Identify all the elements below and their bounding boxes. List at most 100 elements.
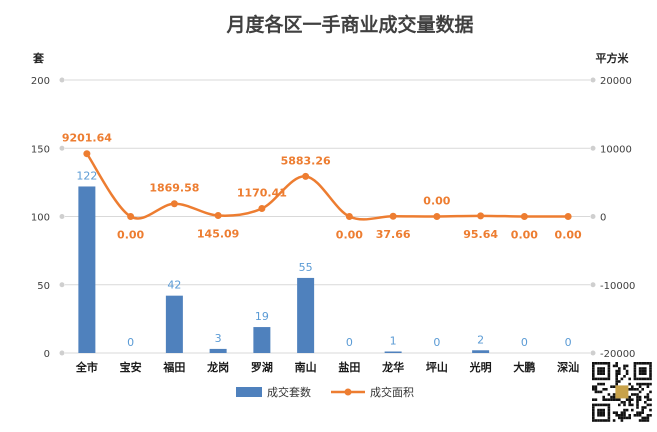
qr-module (599, 419, 603, 422)
qr-module (607, 419, 611, 422)
qr-module (597, 403, 600, 407)
qr-module (646, 385, 650, 388)
qr-module (607, 414, 611, 417)
qr-module (623, 408, 626, 412)
qr-module (638, 411, 642, 414)
qr-module (633, 369, 637, 373)
qr-module (592, 375, 595, 378)
qr-module (623, 403, 626, 407)
line-point (389, 212, 397, 220)
line-point (433, 213, 441, 220)
qr-module (615, 398, 618, 401)
qr-module (597, 362, 600, 365)
qr-module (607, 411, 611, 414)
qr-module (597, 367, 600, 370)
qr-module (599, 369, 603, 373)
qr-module (605, 419, 608, 422)
qr-module (638, 377, 642, 381)
category-label: 龙华 (381, 360, 404, 374)
qr-module (625, 369, 629, 373)
qr-module (605, 398, 608, 401)
qr-module (620, 416, 624, 420)
qr-module (636, 411, 639, 414)
qr-module (638, 382, 642, 386)
qr-module (594, 419, 598, 422)
qr-module (623, 401, 626, 404)
legend-bar-swatch (236, 387, 262, 397)
qr-module (594, 385, 598, 388)
qr-module (605, 388, 608, 391)
qr-module (631, 388, 634, 391)
qr-module (646, 395, 650, 399)
qr-module (605, 377, 608, 381)
category-label: 光明 (469, 360, 492, 374)
qr-module (641, 377, 644, 381)
right-tick-label: -20000 (600, 349, 635, 360)
left-tick-marker (59, 282, 65, 288)
qr-module (618, 416, 621, 420)
qr-module (592, 367, 595, 370)
qr-module (633, 367, 637, 370)
qr-module (607, 375, 611, 378)
qr-module (649, 403, 652, 407)
qr-module (599, 403, 603, 407)
qr-module (633, 364, 637, 368)
qr-module (618, 367, 621, 370)
qr-module (615, 380, 618, 383)
qr-module (649, 390, 652, 394)
qr-module (641, 372, 644, 375)
qr-module (592, 388, 595, 391)
line-data-label: 9201.64 (62, 132, 112, 145)
right-tick-label: 0 (600, 213, 606, 224)
left-tick-label: 150 (31, 144, 50, 155)
qr-module (644, 395, 647, 399)
right-tick-label: 10000 (600, 144, 632, 155)
qr-module (636, 414, 639, 417)
qr-module (641, 362, 644, 365)
qr-module (646, 393, 650, 396)
qr-module (615, 369, 618, 373)
category-label: 深汕 (557, 360, 579, 374)
bar-data-label: 0 (521, 336, 528, 349)
qr-module (607, 403, 611, 407)
qr-module (638, 367, 642, 370)
qr-module (628, 403, 631, 407)
qr-module (602, 403, 605, 407)
qr-module (636, 406, 639, 409)
qr-module (649, 362, 652, 365)
qr-module (615, 364, 618, 368)
line-data-label: 0.00 (336, 229, 363, 242)
bar-data-label: 0 (433, 336, 440, 349)
category-label: 福田 (162, 360, 185, 374)
line-series: 9201.64 0.00 1869.58 145.09 1170.41 5883.26 0.… (62, 132, 582, 242)
bar-data-label: 19 (255, 310, 269, 323)
qr-module (615, 372, 618, 375)
qr-module (644, 372, 647, 375)
qr-module (618, 380, 621, 383)
line-data-label: 1869.58 (149, 182, 199, 195)
qr-module (597, 414, 600, 417)
left-tick-marker (59, 214, 65, 219)
qr-module (597, 377, 600, 381)
qr-module (597, 419, 600, 422)
qr-module (628, 395, 631, 399)
qr-module (628, 414, 631, 417)
qr-module (597, 390, 600, 394)
qr-module (599, 377, 603, 381)
qr-module (592, 416, 595, 420)
qr-module (602, 372, 605, 375)
qr-module (599, 408, 603, 412)
qr-module (602, 388, 605, 391)
bar (472, 350, 490, 353)
line-data-label: 37.66 (376, 228, 411, 241)
qr-module (649, 364, 652, 368)
bar (209, 348, 227, 353)
qr-module (649, 372, 652, 375)
legend-line-marker (344, 388, 352, 396)
qr-module (620, 411, 624, 414)
qr-module (602, 395, 605, 399)
qr-module (615, 375, 618, 378)
qr-module (641, 416, 644, 420)
left-tick-marker (59, 77, 65, 83)
